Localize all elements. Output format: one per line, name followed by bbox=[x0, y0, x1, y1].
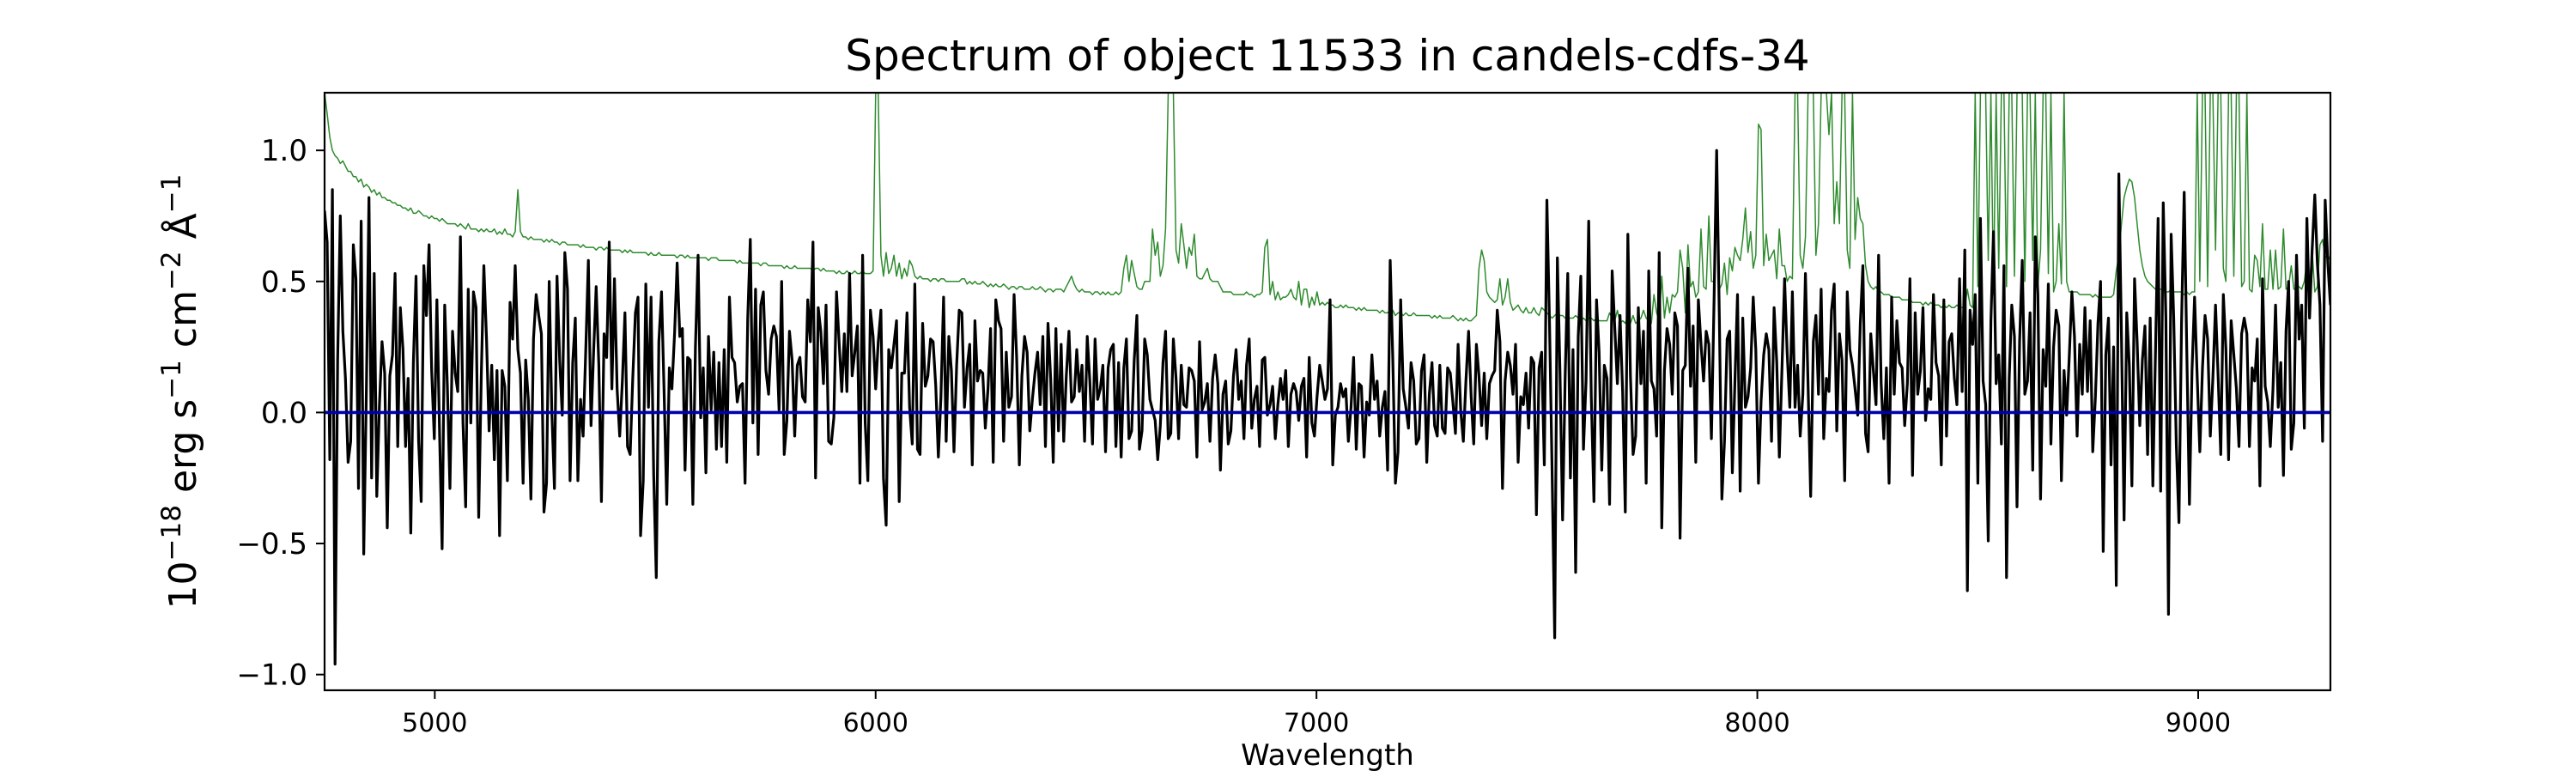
x-tick-label: 5000 bbox=[402, 708, 467, 738]
y-axis-title-unit: Å bbox=[160, 213, 205, 251]
x-tick-label: 7000 bbox=[1284, 708, 1349, 738]
x-tick-label: 8000 bbox=[1724, 708, 1789, 738]
y-tick-label: 1.0 bbox=[261, 134, 307, 168]
ticks-layer: 5000 6000 7000 8000 9000 1.0 0.5 0.0 −0.5 −1.0 bbox=[236, 134, 2231, 738]
x-tick-label: 9000 bbox=[2166, 708, 2231, 738]
y-axis-title-erg: erg s bbox=[161, 399, 205, 505]
y-axis-title-cm: cm bbox=[161, 290, 205, 360]
flux-series-line bbox=[325, 149, 2330, 666]
y-axis-title: 10−18 erg s−1 cm−2 Å−1 bbox=[156, 174, 205, 610]
y-axis-title-exp2: −1 bbox=[156, 360, 187, 399]
y-axis-title-base: 10 bbox=[161, 561, 205, 609]
y-tick-label: 0.5 bbox=[261, 265, 307, 300]
y-axis-title-exp4: −1 bbox=[156, 174, 187, 214]
series-layer bbox=[325, 93, 2330, 666]
y-tick-label: −0.5 bbox=[236, 527, 307, 562]
x-axis-title: Wavelength bbox=[1241, 738, 1414, 773]
y-axis-title-exp1: −18 bbox=[156, 505, 187, 561]
error-series-line bbox=[325, 93, 2330, 325]
x-tick-label: 6000 bbox=[843, 708, 908, 738]
chart-title: Spectrum of object 11533 in candels-cdfs… bbox=[845, 31, 1810, 81]
y-axis-title-exp3: −2 bbox=[156, 251, 187, 290]
y-tick-label: −1.0 bbox=[236, 659, 307, 693]
plot-frame bbox=[323, 91, 2332, 692]
y-tick-label: 0.0 bbox=[261, 396, 307, 430]
